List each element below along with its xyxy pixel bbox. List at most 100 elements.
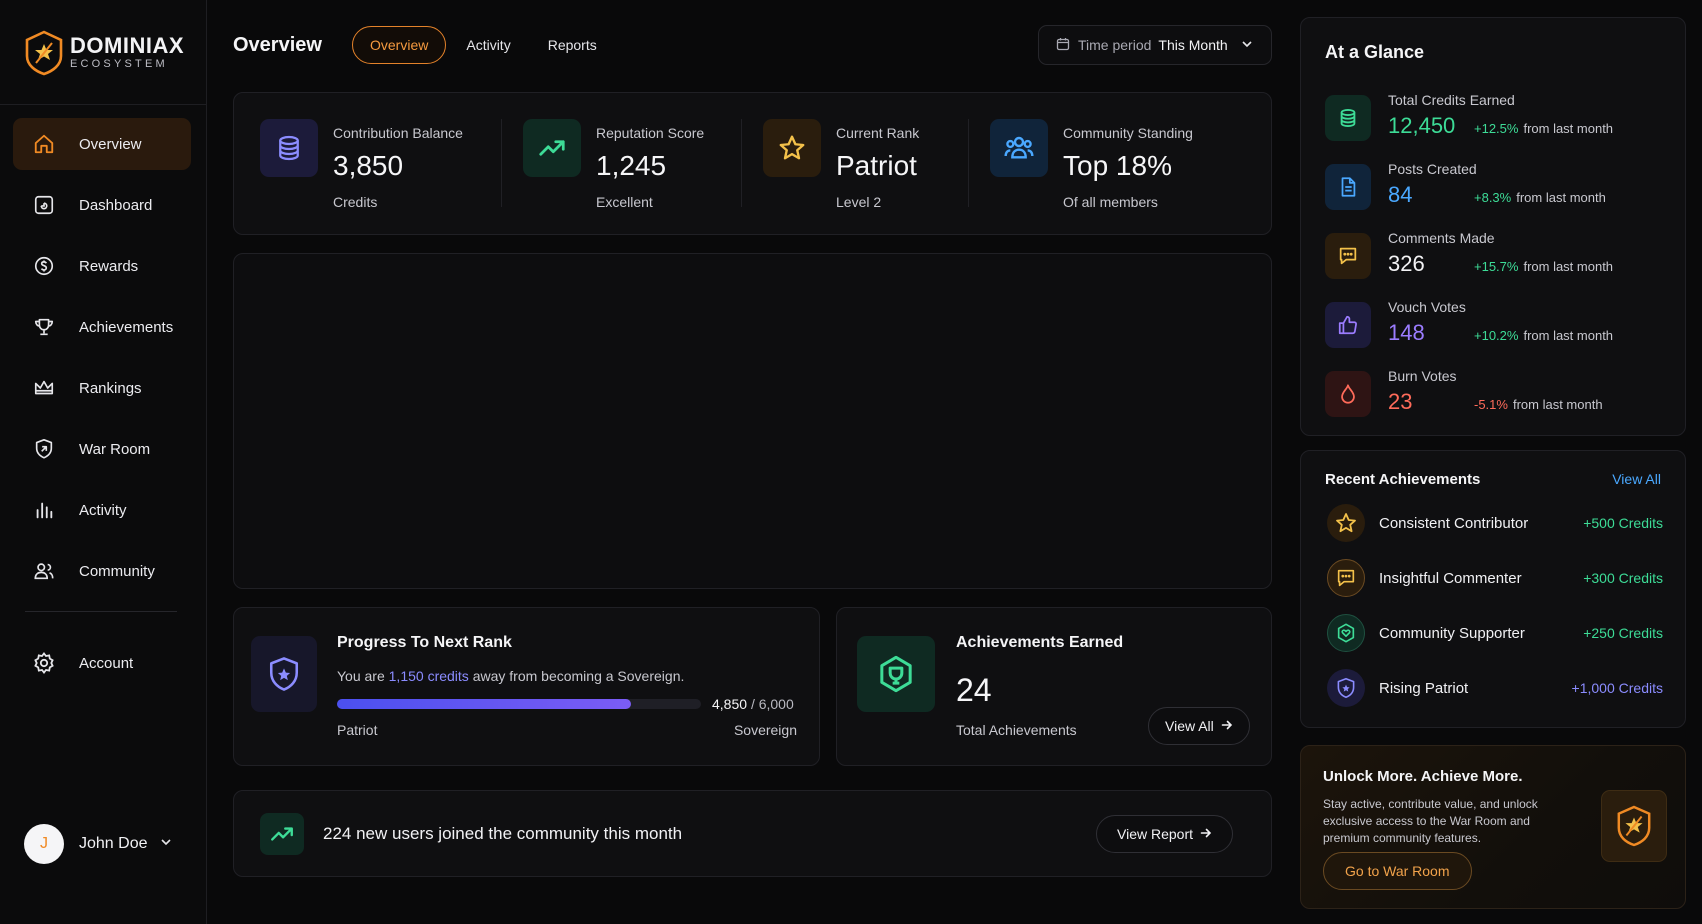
- tab-reports[interactable]: Reports: [547, 37, 597, 53]
- trending-up-icon: [260, 813, 304, 855]
- glance-delta: -5.1%: [1474, 397, 1508, 412]
- glance-label: Comments Made: [1388, 230, 1495, 246]
- glance-label: Burn Votes: [1388, 368, 1457, 384]
- glance-value: 148: [1388, 320, 1425, 345]
- achievement-name: Rising Patriot: [1379, 679, 1469, 697]
- sidebar-item-achievements[interactable]: Achievements: [13, 301, 191, 353]
- glance-from: from last month: [1512, 397, 1603, 412]
- sidebar-nav: Overview Dashboard Rewards Achievements …: [13, 118, 191, 698]
- glance-item-comments: Comments Made 326 +15.7% from last month: [1325, 230, 1613, 279]
- page-title: Overview: [233, 34, 322, 56]
- brand[interactable]: DOMINIAX ECOSYSTEM: [24, 30, 184, 76]
- sidebar-item-rewards[interactable]: Rewards: [13, 240, 191, 292]
- glance-value: 23: [1388, 389, 1413, 414]
- view-all-achievements-button[interactable]: View All: [1148, 707, 1250, 745]
- achievement-name: Community Supporter: [1379, 624, 1525, 642]
- star-icon: [763, 119, 821, 177]
- arrow-right-icon: [1200, 826, 1212, 842]
- user-menu[interactable]: J John Doe: [24, 824, 172, 864]
- achievement-credits: +300 Credits: [1583, 570, 1663, 586]
- document-icon: [1325, 164, 1371, 210]
- stat-sub: Excellent: [596, 194, 653, 210]
- sidebar: DOMINIAX ECOSYSTEM Overview Dashboard Re…: [0, 0, 207, 924]
- stat-value: Patriot: [836, 150, 917, 181]
- glance-item-vouch: Vouch Votes 148 +10.2% from last month: [1325, 299, 1613, 348]
- brand-logo-icon: [25, 30, 63, 76]
- stats-card: Contribution Balance 3,850 Credits Reput…: [233, 92, 1272, 235]
- achievement-item[interactable]: Rising Patriot +1,000 Credits: [1327, 668, 1663, 708]
- progress-value: 4,850 / 6,000: [712, 696, 794, 712]
- sidebar-item-war-room[interactable]: War Room: [13, 423, 191, 475]
- home-icon: [32, 132, 56, 156]
- glance-delta: +10.2%: [1474, 328, 1519, 343]
- go-to-war-room-button[interactable]: Go to War Room: [1323, 852, 1472, 890]
- glance-title: At a Glance: [1325, 42, 1425, 62]
- sidebar-item-label: Account: [79, 654, 134, 672]
- stat-label: Community Standing: [1063, 125, 1193, 141]
- achievement-item[interactable]: Insightful Commenter +300 Credits: [1327, 558, 1663, 598]
- trophy-icon: [32, 315, 56, 339]
- glance-value: 12,450: [1388, 113, 1456, 138]
- time-period-select[interactable]: Time period This Month: [1038, 25, 1272, 65]
- shield-badge-icon: [1327, 669, 1365, 707]
- achievement-credits: +250 Credits: [1583, 625, 1663, 641]
- achievements-card: Achievements Earned 24 Total Achievement…: [836, 607, 1272, 766]
- at-a-glance-card: At a Glance Total Credits Earned 12,450 …: [1300, 17, 1686, 436]
- achievement-item[interactable]: Community Supporter +250 Credits: [1327, 613, 1663, 653]
- sidebar-item-community[interactable]: Community: [13, 545, 191, 597]
- heart-badge-icon: [1327, 614, 1365, 652]
- sidebar-item-dashboard[interactable]: Dashboard: [13, 179, 191, 231]
- view-report-button[interactable]: View Report: [1096, 815, 1234, 853]
- nav-divider: [25, 611, 177, 612]
- stat-value: 3,850: [333, 150, 404, 181]
- glance-item-posts: Posts Created 84 +8.3% from last month: [1325, 161, 1606, 210]
- sidebar-divider: [0, 104, 206, 105]
- stat-community-standing: Community Standing Top 18% Of all member…: [990, 119, 1193, 210]
- glance-delta: +8.3%: [1474, 190, 1512, 205]
- progress-bar: [337, 699, 701, 709]
- comment-badge-icon: [1327, 559, 1365, 597]
- progress-title: Progress To Next Rank: [337, 634, 512, 651]
- achievement-name: Consistent Contributor: [1379, 514, 1529, 532]
- tab-activity[interactable]: Activity: [466, 37, 511, 53]
- sidebar-item-activity[interactable]: Activity: [13, 484, 191, 536]
- achievement-credits: +500 Credits: [1583, 515, 1663, 531]
- tab-overview[interactable]: Overview: [352, 26, 447, 64]
- achievement-item[interactable]: Consistent Contributor +500 Credits: [1327, 503, 1663, 543]
- stat-value: 1,245: [596, 150, 667, 181]
- star-badge-icon: [1327, 504, 1365, 542]
- sidebar-item-rankings[interactable]: Rankings: [13, 362, 191, 414]
- sidebar-item-overview[interactable]: Overview: [13, 118, 191, 170]
- unlock-promo-card: Unlock More. Achieve More. Stay active, …: [1300, 745, 1686, 909]
- stat-sub: Credits: [333, 194, 378, 210]
- stat-sub: Of all members: [1063, 194, 1158, 210]
- stat-divider: [501, 119, 502, 207]
- brand-subtitle: ECOSYSTEM: [70, 58, 168, 70]
- stat-divider: [968, 119, 969, 207]
- stat-label: Contribution Balance: [333, 125, 463, 141]
- sidebar-item-account[interactable]: Account: [13, 637, 191, 689]
- unlock-title: Unlock More. Achieve More.: [1323, 768, 1523, 785]
- stat-sub: Level 2: [836, 194, 882, 210]
- sidebar-item-label: Rankings: [79, 379, 142, 397]
- sidebar-item-label: Dashboard: [79, 196, 153, 214]
- progress-card: Progress To Next Rank You are 1,150 cred…: [233, 607, 820, 766]
- rewards-icon: [32, 254, 56, 278]
- stat-contribution-balance: Contribution Balance 3,850 Credits: [260, 119, 463, 210]
- gear-icon: [32, 651, 56, 675]
- glance-value: 326: [1388, 251, 1425, 276]
- avatar: J: [24, 824, 64, 864]
- view-all-link[interactable]: View All: [1612, 471, 1661, 487]
- achievements-sub: Total Achievements: [956, 722, 1077, 738]
- comment-icon: [1325, 233, 1371, 279]
- stat-current-rank: Current Rank Patriot Level 2: [763, 119, 919, 210]
- sidebar-item-label: War Room: [79, 440, 151, 458]
- user-name: John Doe: [79, 835, 148, 852]
- arrow-right-icon: [1221, 718, 1233, 734]
- progress-description: You are 1,150 credits away from becoming…: [337, 668, 685, 684]
- users-icon: [32, 559, 56, 583]
- next-rank-label: Sovereign: [733, 722, 797, 738]
- unlock-text: Stay active, contribute value, and unloc…: [1323, 797, 1538, 845]
- glance-delta: +12.5%: [1474, 121, 1519, 136]
- sidebar-item-label: Activity: [79, 501, 127, 519]
